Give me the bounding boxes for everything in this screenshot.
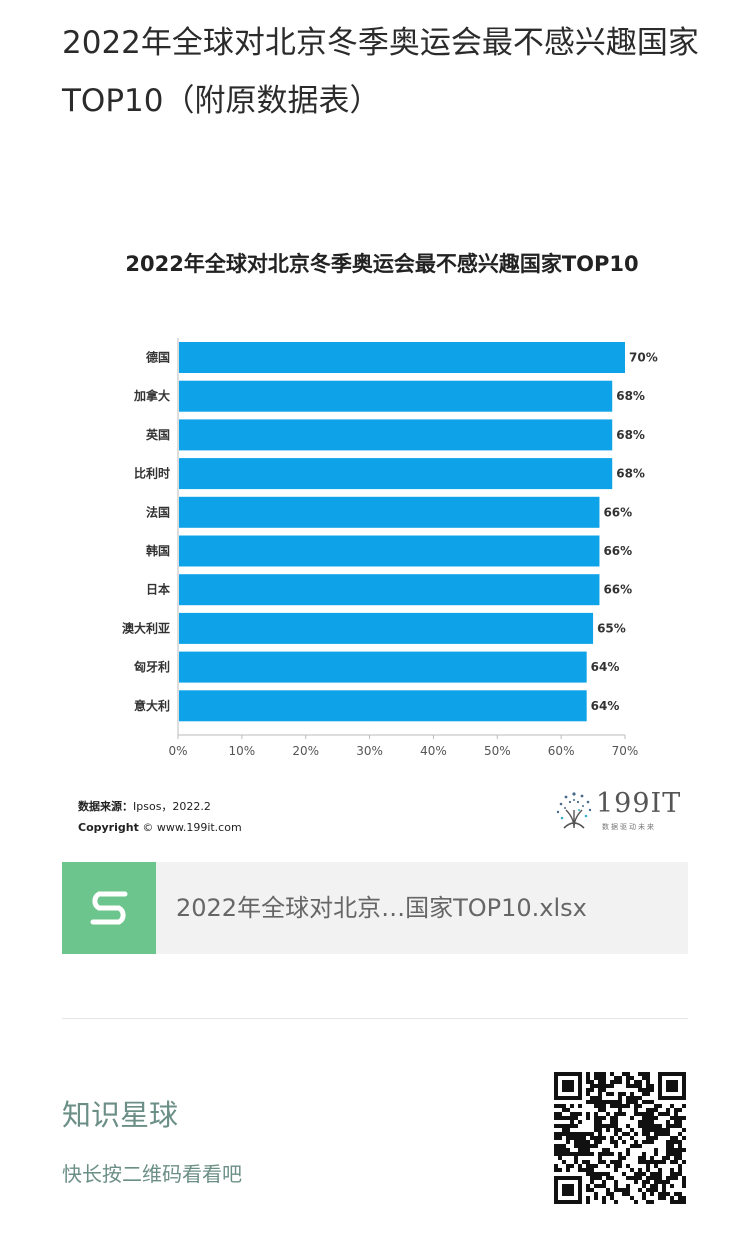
category-label: 日本 <box>146 582 170 597</box>
category-label: 英国 <box>146 427 170 442</box>
copyright-label: Copyright <box>78 821 139 834</box>
data-label: 65% <box>597 621 626 635</box>
bar-chart: 德国 70% 加拿大 68% 英国 68% 比利时 68% 法国 66% 韩国 66% 日本 66% 澳大利… <box>122 338 658 758</box>
data-label: 66% <box>603 505 632 519</box>
x-tick-label: 60% <box>548 744 575 758</box>
article-title: 2022年全球对北京冬季奥运会最不感兴趣国家TOP10（附原数据表） <box>62 25 699 119</box>
data-label: 64% <box>591 699 620 713</box>
source-note: 数据来源：Ipsos，2022.2 Copyright © www.199it.… <box>78 796 242 838</box>
x-tick-label: 30% <box>356 744 383 758</box>
category-label: 加拿大 <box>133 388 170 403</box>
source-value: Ipsos，2022.2 <box>133 800 211 813</box>
qr-code-icon[interactable] <box>554 1072 686 1204</box>
spreadsheet-s-icon <box>62 862 156 954</box>
bar <box>179 612 594 644</box>
bar <box>179 496 600 528</box>
logo-slogan: 数据驱动未来 <box>602 823 656 831</box>
category-label: 比利时 <box>134 466 170 481</box>
data-label: 70% <box>629 351 658 365</box>
x-tick-label: 0% <box>168 744 187 758</box>
category-label: 澳大利亚 <box>122 620 170 635</box>
source-label: 数据来源： <box>78 800 133 813</box>
x-tick-label: 70% <box>612 744 639 758</box>
category-label: 法国 <box>146 504 170 519</box>
category-label: 意大利 <box>134 698 170 713</box>
chart-title: 2022年全球对北京冬季奥运会最不感兴趣国家TOP10 <box>125 252 639 276</box>
x-tick-label: 40% <box>420 744 447 758</box>
dandelion-logo-icon <box>556 792 592 829</box>
category-label: 匈牙利 <box>133 659 170 674</box>
category-label: 德国 <box>146 350 170 365</box>
promo-title: 知识星球 <box>62 1098 179 1132</box>
category-label: 韩国 <box>146 543 170 558</box>
logo-text: 199IT <box>596 788 682 819</box>
promo-subtitle: 快长按二维码看看吧 <box>62 1162 242 1186</box>
bar <box>179 574 600 606</box>
copyright-value: © www.199it.com <box>142 821 242 834</box>
data-label: 66% <box>603 583 632 597</box>
file-name[interactable]: 2022年全球对北京…国家TOP10.xlsx <box>176 894 587 922</box>
brand-logo: 199IT 数据驱动未来 <box>552 788 682 836</box>
bar <box>179 535 600 567</box>
data-label: 68% <box>616 428 645 442</box>
bar <box>179 690 587 722</box>
data-label: 64% <box>591 660 620 674</box>
bar <box>179 651 587 683</box>
file-attachment[interactable]: 2022年全球对北京…国家TOP10.xlsx <box>62 862 688 954</box>
bar <box>179 458 613 490</box>
bar <box>179 342 625 373</box>
chart-figure: 2022年全球对北京冬季奥运会最不感兴趣国家TOP10 德国 70% 加拿大 68% 英… <box>62 222 702 848</box>
divider <box>62 1018 688 1019</box>
data-label: 68% <box>616 467 645 481</box>
x-tick-label: 50% <box>484 744 511 758</box>
x-tick-label: 20% <box>292 744 319 758</box>
x-tick-label: 10% <box>229 744 256 758</box>
bar <box>179 419 613 451</box>
data-label: 66% <box>603 544 632 558</box>
bar <box>179 380 613 412</box>
data-label: 68% <box>616 389 645 403</box>
